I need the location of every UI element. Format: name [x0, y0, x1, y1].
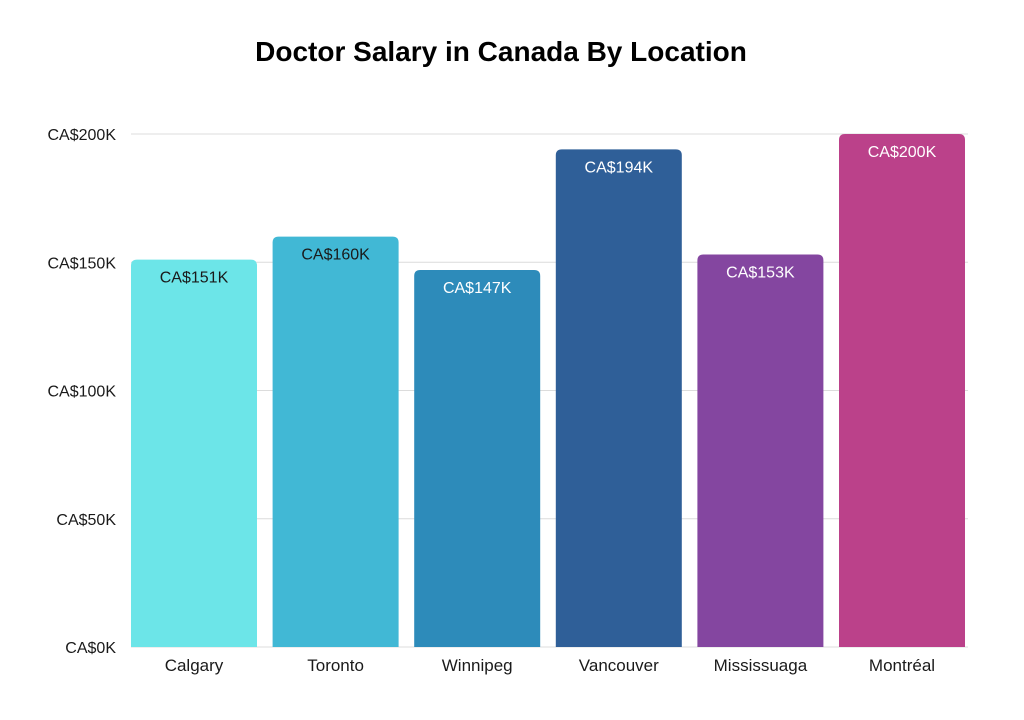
- bar-calgary: [131, 259, 257, 647]
- data-label: CA$147K: [443, 280, 512, 297]
- data-label: CA$153K: [726, 265, 795, 282]
- x-tick-label: Montréal: [869, 656, 935, 675]
- chart-title: Doctor Salary in Canada By Location: [255, 36, 747, 67]
- data-label: CA$200K: [868, 144, 937, 161]
- bar-mississuaga: [697, 254, 824, 647]
- y-axis-ticks: CA$0K CA$50K CA$100K CA$150K CA$200K: [48, 127, 117, 657]
- x-tick-label: Vancouver: [579, 656, 659, 675]
- x-tick-label: Toronto: [307, 656, 364, 675]
- value-labels: CA$151K CA$160K CA$147K CA$194K CA$153K CA$20…: [160, 144, 937, 297]
- y-tick-label: CA$50K: [56, 512, 116, 529]
- x-tick-label: Winnipeg: [442, 656, 513, 675]
- y-tick-label: CA$200K: [48, 127, 117, 144]
- x-axis-labels: Calgary Toronto Winnipeg Vancouver Mississua…: [165, 656, 935, 675]
- data-label: CA$194K: [585, 159, 654, 176]
- x-tick-label: Mississuaga: [714, 656, 808, 675]
- bars: [131, 134, 965, 647]
- bar-toronto: [272, 236, 399, 647]
- data-label: CA$160K: [301, 247, 370, 264]
- y-tick-label: CA$0K: [65, 640, 116, 657]
- y-tick-label: CA$150K: [48, 255, 117, 272]
- bar-vancouver: [555, 149, 682, 647]
- y-tick-label: CA$100K: [48, 384, 117, 401]
- data-label: CA$151K: [160, 270, 229, 287]
- gridlines: [131, 133, 968, 648]
- bar-winnipeg: [414, 269, 541, 647]
- x-tick-label: Calgary: [165, 656, 224, 675]
- bar-montral: [839, 134, 965, 647]
